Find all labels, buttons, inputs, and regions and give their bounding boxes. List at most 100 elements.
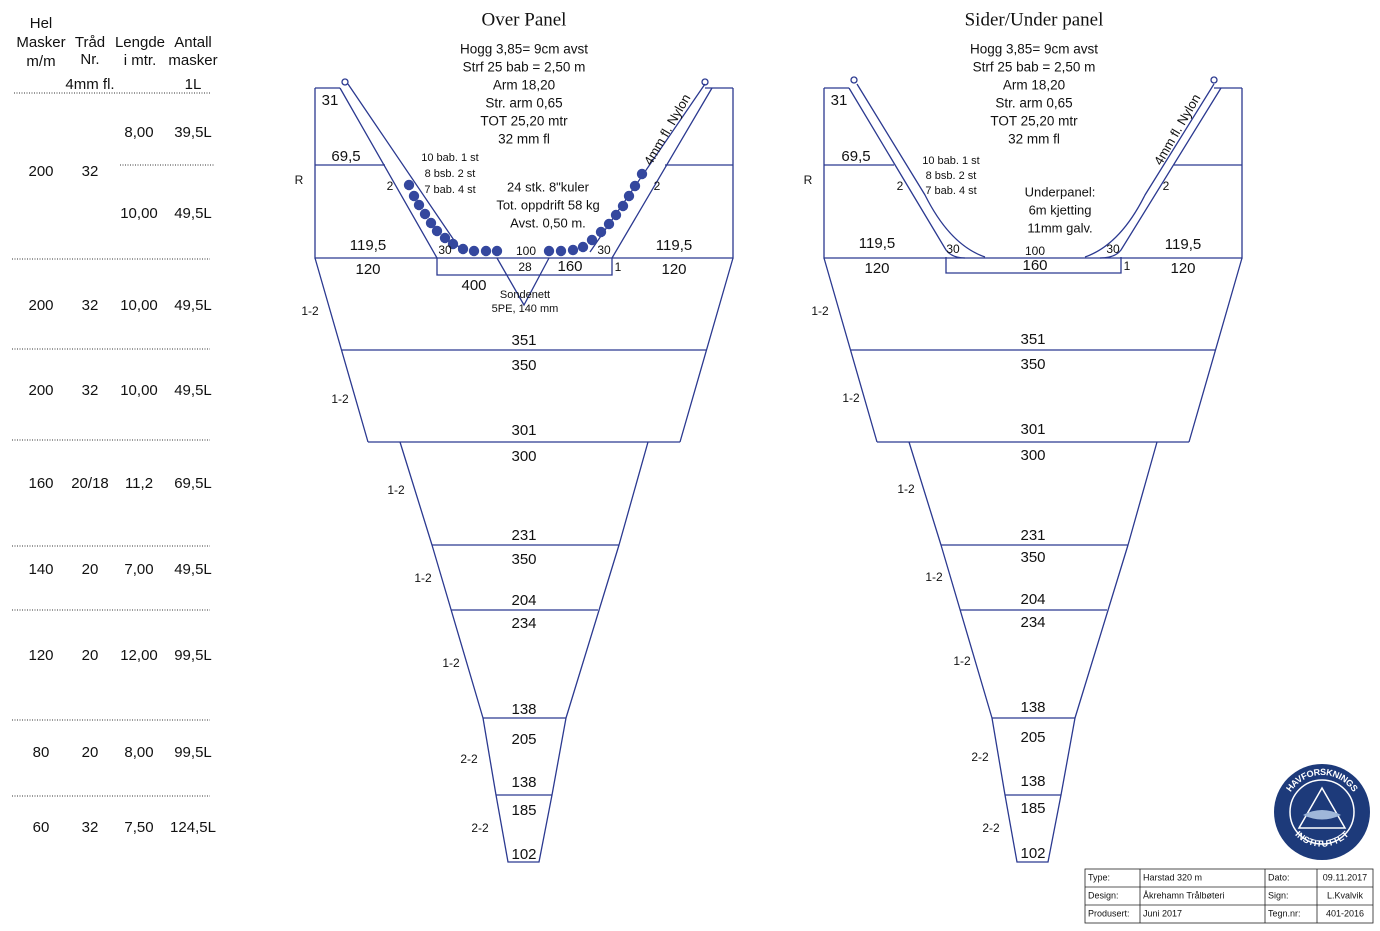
- float: [567, 244, 579, 256]
- float: [586, 234, 598, 246]
- panel-note: Hogg 3,85= 9cm avst: [970, 42, 1098, 57]
- panel-note: TOT 25,20 mtr: [480, 114, 568, 129]
- net-label: 2: [387, 179, 394, 193]
- table-cell: 140: [28, 561, 53, 578]
- net-label: 6m kjetting: [1029, 202, 1092, 217]
- net-label: 30: [1106, 242, 1120, 256]
- net-label: 2-2: [971, 750, 989, 764]
- net-label: 350: [1020, 549, 1045, 566]
- table-cell: 124,5L: [170, 819, 216, 836]
- table-cell: 69,5L: [174, 475, 212, 492]
- net-label: 205: [1020, 729, 1045, 746]
- title-block-cell: Produsert:: [1088, 908, 1130, 918]
- table-cell: 8,00: [124, 744, 153, 761]
- net-label: 160: [1022, 257, 1047, 274]
- panel-note: Arm 18,20: [493, 78, 555, 93]
- title-block-cell: Design:: [1088, 890, 1119, 900]
- panel-title: Sider/Under panel: [965, 9, 1104, 30]
- table-header: Masker: [16, 34, 65, 51]
- net-label: 1-2: [331, 392, 349, 406]
- net-label: 119,5: [1165, 236, 1201, 253]
- net-label: 119,5: [859, 235, 895, 252]
- float: [439, 232, 451, 244]
- net-label: Avst. 0,50 m.: [510, 215, 586, 230]
- net-label: 1: [615, 260, 622, 274]
- title-block-cell: Harstad 320 m: [1143, 872, 1202, 882]
- net-label: 7 bab. 4 st: [925, 185, 976, 197]
- net-label: 2-2: [471, 821, 489, 835]
- panel-note: TOT 25,20 mtr: [990, 114, 1078, 129]
- table-header: 1L: [185, 76, 202, 93]
- floats: [403, 168, 648, 257]
- table-cell: 7,00: [124, 561, 153, 578]
- table-cell: 20: [82, 647, 99, 664]
- net-label: 1: [1124, 259, 1131, 273]
- net-label: 1-2: [387, 483, 405, 497]
- table-header: i mtr.: [124, 52, 157, 69]
- net-label: 1-2: [442, 656, 460, 670]
- table-cell: 49,5L: [174, 297, 212, 314]
- net-label: 69,5: [841, 148, 870, 165]
- float: [447, 238, 459, 250]
- table-header: Tråd: [75, 34, 105, 51]
- net-label: R: [295, 173, 304, 187]
- panel-note: Strf 25 bab = 2,50 m: [463, 60, 586, 75]
- net-label: 1-2: [301, 304, 319, 318]
- table-header: Antall: [174, 34, 212, 51]
- float: [617, 200, 629, 212]
- net-label: Sondenett: [500, 289, 550, 301]
- table-cell: 11,2: [125, 475, 153, 492]
- net-label: 24 stk. 8"kuler: [507, 179, 590, 194]
- net-label: 301: [511, 422, 536, 439]
- net-label: 350: [511, 357, 536, 374]
- table-cell: 200: [28, 382, 53, 399]
- net-label: 120: [864, 260, 889, 277]
- title-block-cell: 09.11.2017: [1323, 872, 1367, 882]
- net-label: 1-2: [953, 654, 971, 668]
- float: [491, 245, 503, 257]
- net-label: 120: [355, 261, 380, 278]
- float: [413, 199, 425, 211]
- float: [629, 180, 641, 192]
- float: [419, 208, 431, 220]
- net-label: 2: [1163, 179, 1170, 193]
- title-block-cell: Dato:: [1268, 872, 1290, 882]
- table-header: Hel: [30, 15, 53, 32]
- net-label: 231: [1020, 527, 1045, 544]
- net-label: 10 bab. 1 st: [421, 152, 479, 164]
- float: [555, 245, 567, 257]
- table-cell: 20/18: [71, 475, 109, 492]
- float: [610, 209, 622, 221]
- table-cell: 200: [28, 297, 53, 314]
- table-cell: 99,5L: [174, 647, 212, 664]
- float: [408, 190, 420, 202]
- panel-note: Strf 25 bab = 2,50 m: [973, 60, 1096, 75]
- table-cell: 32: [82, 163, 99, 180]
- net-label: 138: [511, 701, 536, 718]
- table-cell: 32: [82, 297, 99, 314]
- float: [636, 168, 648, 180]
- net-label: 5PE, 140 mm: [492, 303, 559, 315]
- table-cell: 200: [28, 163, 53, 180]
- table-cell: 10,00: [120, 382, 158, 399]
- table-cell: 20: [82, 561, 99, 578]
- panel-note: Str. arm 0,65: [485, 96, 562, 111]
- table-header: Lengde: [115, 34, 165, 51]
- table-cell: 60: [33, 819, 50, 836]
- table-cell: 20: [82, 744, 99, 761]
- title-block-cell: Tegn.nr:: [1268, 908, 1301, 918]
- table-cell: 32: [82, 819, 99, 836]
- net-label: 1-2: [811, 304, 829, 318]
- net-label: 205: [511, 731, 536, 748]
- net-label: 204: [1020, 591, 1045, 608]
- table-header: masker: [168, 52, 217, 69]
- net-label: 69,5: [331, 148, 360, 165]
- table-cell: 120: [28, 647, 53, 664]
- table-cell: 160: [28, 475, 53, 492]
- net-label: 300: [1020, 447, 1045, 464]
- panel-title: Over Panel: [482, 9, 567, 30]
- net-label: 8 bsb. 2 st: [425, 168, 476, 180]
- table-cell: 8,00: [124, 124, 153, 141]
- net-label: 120: [1170, 260, 1195, 277]
